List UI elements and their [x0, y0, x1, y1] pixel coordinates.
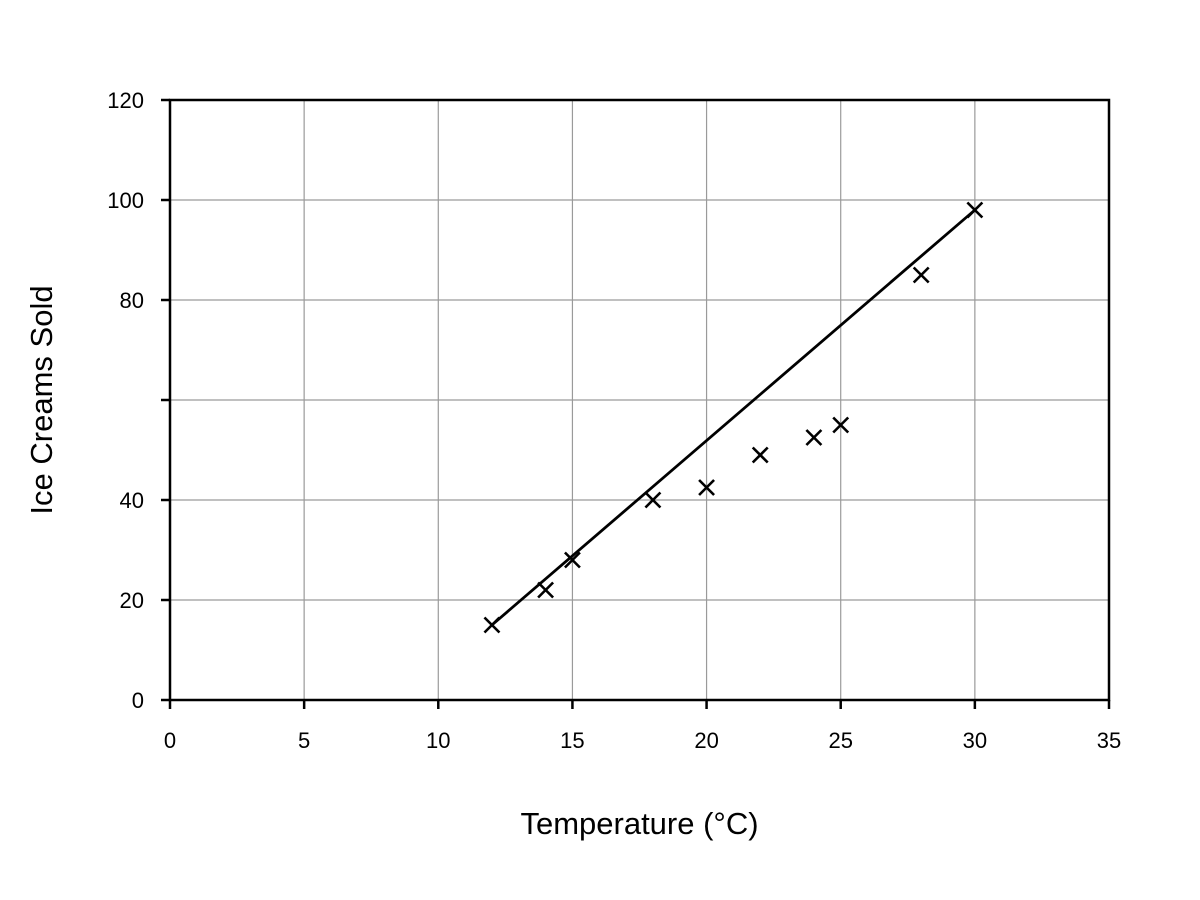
y-tick-label: 20 [120, 588, 144, 613]
data-point-marker [805, 429, 823, 446]
y-tick-label: 0 [132, 688, 144, 713]
y-tick-label: 80 [120, 288, 144, 313]
x-tick-label: 30 [963, 728, 987, 753]
axis-ticks: 0 5 10 15 20 25 30 35 0 20 40 80 100 120 [107, 88, 1121, 753]
x-axis-title: Temperature (°C) [520, 806, 758, 841]
trendline [491, 208, 976, 627]
x-tick-label: 0 [164, 728, 176, 753]
y-axis-title: Ice Creams Sold [24, 285, 59, 514]
y-tick-label: 40 [120, 488, 144, 513]
data-point-marker [698, 479, 715, 496]
x-tick-label: 5 [298, 728, 310, 753]
x-tick-label: 10 [426, 728, 450, 753]
data-point-marker [564, 551, 581, 569]
data-point-marker [966, 201, 984, 219]
data-point-marker [751, 446, 769, 464]
data-point-marker [537, 581, 555, 599]
data-point-marker [644, 491, 662, 509]
data-point-marker [483, 616, 501, 634]
x-tick-label: 15 [560, 728, 584, 753]
x-tick-label: 20 [694, 728, 718, 753]
x-tick-label: 35 [1097, 728, 1121, 753]
grid-lines [169, 99, 1110, 701]
data-point-marker [832, 416, 850, 434]
y-tick-label: 100 [107, 188, 144, 213]
y-tick-label: 120 [107, 88, 144, 113]
data-points [483, 201, 984, 634]
x-tick-label: 25 [828, 728, 852, 753]
trendline-layer [491, 208, 976, 627]
data-point-marker [912, 266, 930, 284]
